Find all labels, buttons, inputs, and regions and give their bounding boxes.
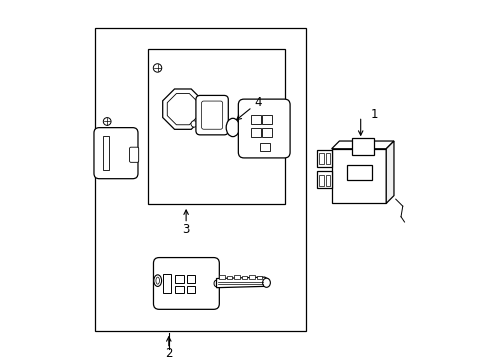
Bar — [316, 150, 331, 167]
Polygon shape — [234, 275, 239, 279]
Bar — [95, 28, 305, 331]
Bar — [186, 275, 195, 283]
Polygon shape — [226, 276, 232, 279]
Ellipse shape — [262, 278, 270, 287]
Bar — [319, 153, 323, 164]
FancyBboxPatch shape — [238, 99, 289, 158]
FancyBboxPatch shape — [153, 257, 219, 309]
Bar — [262, 116, 272, 124]
Ellipse shape — [156, 277, 159, 284]
Ellipse shape — [191, 121, 197, 127]
Polygon shape — [216, 277, 268, 288]
Bar — [316, 171, 331, 188]
Ellipse shape — [226, 118, 239, 137]
Ellipse shape — [153, 64, 162, 72]
FancyBboxPatch shape — [129, 147, 139, 162]
FancyBboxPatch shape — [196, 95, 228, 135]
FancyBboxPatch shape — [201, 101, 222, 129]
Text: 3: 3 — [182, 223, 189, 236]
Polygon shape — [163, 89, 203, 129]
Bar — [250, 116, 260, 124]
FancyBboxPatch shape — [94, 128, 138, 179]
Bar — [175, 275, 183, 283]
Polygon shape — [241, 276, 247, 279]
Bar — [186, 285, 195, 293]
Polygon shape — [331, 141, 393, 149]
Bar — [102, 136, 109, 170]
Polygon shape — [248, 275, 254, 279]
Bar — [163, 274, 171, 293]
Bar — [325, 175, 329, 185]
Polygon shape — [386, 141, 393, 203]
Bar — [259, 143, 269, 152]
Bar — [147, 49, 285, 204]
Ellipse shape — [154, 275, 161, 287]
Bar — [262, 128, 272, 137]
Ellipse shape — [103, 118, 111, 125]
Ellipse shape — [214, 280, 218, 287]
Bar — [325, 153, 329, 164]
Polygon shape — [256, 276, 262, 279]
Bar — [175, 285, 183, 293]
Bar — [331, 149, 386, 203]
Text: 1: 1 — [370, 108, 378, 121]
Polygon shape — [219, 275, 224, 279]
Polygon shape — [167, 94, 198, 125]
Bar — [319, 175, 323, 185]
Bar — [250, 128, 260, 137]
Text: 4: 4 — [254, 96, 262, 109]
Bar — [351, 138, 373, 155]
Text: 2: 2 — [165, 347, 172, 360]
Bar — [346, 166, 371, 180]
